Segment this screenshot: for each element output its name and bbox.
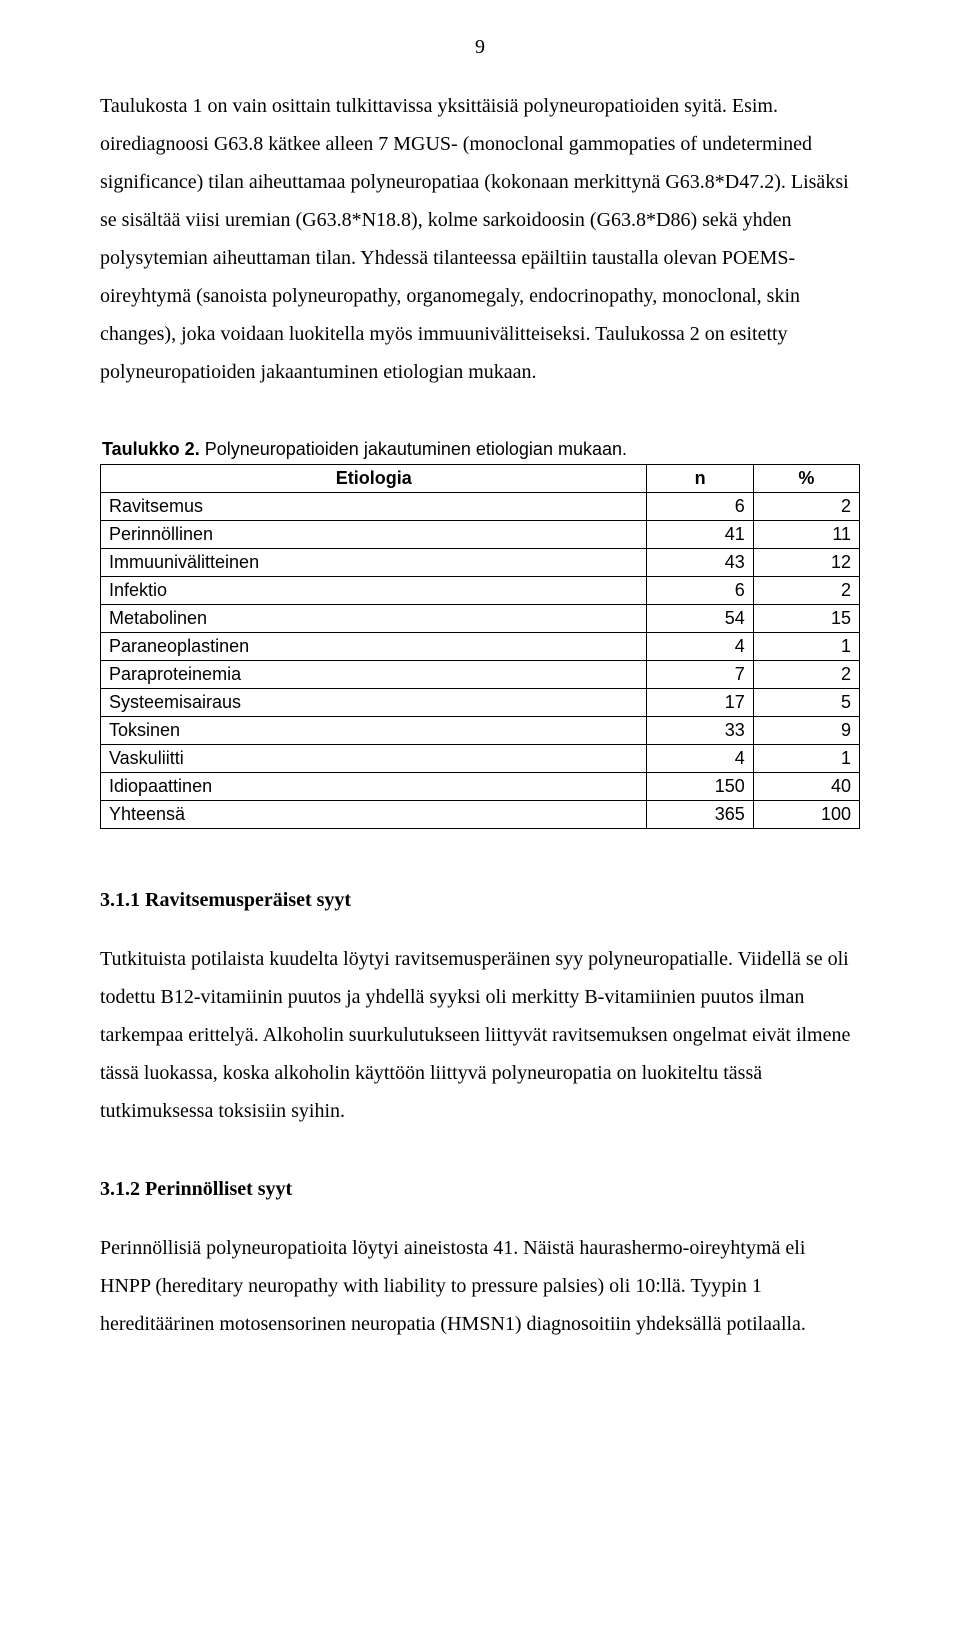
table-cell: Immuunivälitteinen (101, 549, 647, 577)
table-cell: 43 (647, 549, 753, 577)
table-cell: Ravitsemus (101, 493, 647, 521)
th-n: n (647, 465, 753, 493)
table2-body: Ravitsemus62Perinnöllinen4111Immuuniväli… (101, 493, 860, 829)
table-cell: 4 (647, 745, 753, 773)
heading-311: 3.1.1 Ravitsemusperäiset syyt (100, 889, 860, 912)
table-cell: Metabolinen (101, 605, 647, 633)
table2-caption-text: Polyneuropatioiden jakautuminen etiologi… (200, 439, 627, 459)
table-cell: 1 (753, 745, 859, 773)
table-cell: 2 (753, 493, 859, 521)
table-cell: 15 (753, 605, 859, 633)
table2-wrap: Taulukko 2. Polyneuropatioiden jakautumi… (100, 439, 860, 829)
table-cell: 1 (753, 633, 859, 661)
page-number: 9 (100, 36, 860, 59)
table-cell: 5 (753, 689, 859, 717)
table-cell: 2 (753, 661, 859, 689)
table-row: Yhteensä365100 (101, 801, 860, 829)
table-cell: 9 (753, 717, 859, 745)
table-cell: Vaskuliitti (101, 745, 647, 773)
table-cell: 17 (647, 689, 753, 717)
table-row: Infektio62 (101, 577, 860, 605)
table-cell: 33 (647, 717, 753, 745)
heading-312: 3.1.2 Perinnölliset syyt (100, 1178, 860, 1201)
table-cell: 7 (647, 661, 753, 689)
table-row: Metabolinen5415 (101, 605, 860, 633)
section-312: 3.1.2 Perinnölliset syyt Perinnöllisiä p… (100, 1178, 860, 1343)
table-cell: 100 (753, 801, 859, 829)
table-cell: 54 (647, 605, 753, 633)
table-cell: 2 (753, 577, 859, 605)
table-cell: Paraneoplastinen (101, 633, 647, 661)
table-cell: Paraproteinemia (101, 661, 647, 689)
document-page: 9 Taulukosta 1 on vain osittain tulkitta… (0, 0, 960, 1651)
table-row: Immuunivälitteinen4312 (101, 549, 860, 577)
table2-header-row: Etiologia n % (101, 465, 860, 493)
table-row: Idiopaattinen15040 (101, 773, 860, 801)
table-cell: 11 (753, 521, 859, 549)
table-cell: Systeemisairaus (101, 689, 647, 717)
section-311: 3.1.1 Ravitsemusperäiset syyt Tutkituist… (100, 889, 860, 1130)
table-cell: Idiopaattinen (101, 773, 647, 801)
table-cell: 12 (753, 549, 859, 577)
table-row: Ravitsemus62 (101, 493, 860, 521)
table-row: Perinnöllinen4111 (101, 521, 860, 549)
intro-paragraph: Taulukosta 1 on vain osittain tulkittavi… (100, 87, 860, 391)
table-row: Systeemisairaus175 (101, 689, 860, 717)
table-cell: Toksinen (101, 717, 647, 745)
table2-caption-label: Taulukko 2. (102, 439, 200, 459)
paragraph-311: Tutkituista potilaista kuudelta löytyi r… (100, 940, 860, 1130)
table-cell: Yhteensä (101, 801, 647, 829)
table-row: Paraneoplastinen41 (101, 633, 860, 661)
table-cell: 6 (647, 577, 753, 605)
table-cell: 6 (647, 493, 753, 521)
table-cell: 40 (753, 773, 859, 801)
table-cell: 365 (647, 801, 753, 829)
table2: Etiologia n % Ravitsemus62Perinnöllinen4… (100, 464, 860, 829)
table-row: Vaskuliitti41 (101, 745, 860, 773)
table-cell: 4 (647, 633, 753, 661)
table-cell: 150 (647, 773, 753, 801)
table-cell: 41 (647, 521, 753, 549)
table-cell: Infektio (101, 577, 647, 605)
table2-caption: Taulukko 2. Polyneuropatioiden jakautumi… (100, 439, 860, 460)
th-etiologia: Etiologia (101, 465, 647, 493)
table-row: Toksinen339 (101, 717, 860, 745)
paragraph-312: Perinnöllisiä polyneuropatioita löytyi a… (100, 1229, 860, 1343)
th-pct: % (753, 465, 859, 493)
table-cell: Perinnöllinen (101, 521, 647, 549)
table-row: Paraproteinemia72 (101, 661, 860, 689)
